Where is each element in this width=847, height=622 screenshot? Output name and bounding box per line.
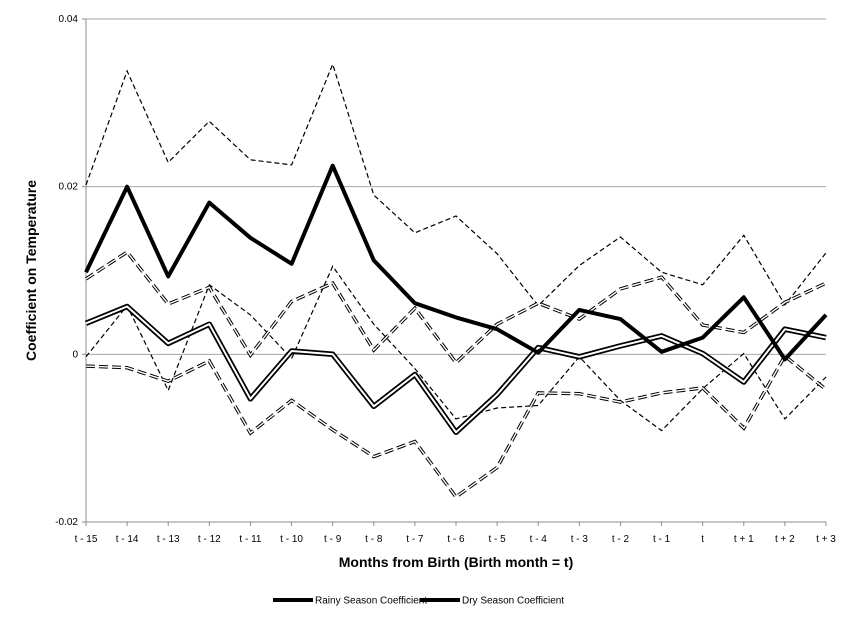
series-line-inner [86, 252, 826, 363]
series-1 [86, 64, 826, 306]
tick-labels: -0.02 0 0.02 0.04 t - 15 t - 14 t - 13 t - 12 t … [55, 14, 836, 545]
series-line [86, 64, 826, 305]
x-tick-label: t - 9 [324, 534, 342, 545]
x-tick-label: t - 10 [280, 534, 303, 545]
gridlines [86, 19, 826, 354]
x-tick-label: t - 5 [488, 534, 506, 545]
axes [82, 19, 826, 526]
y-tick-label: 0.04 [59, 14, 79, 25]
series-4 [86, 252, 826, 363]
y-tick-label: 0.02 [59, 182, 79, 193]
x-tick-label: t - 12 [198, 534, 221, 545]
x-axis-title: Months from Birth (Birth month = t) [339, 554, 573, 570]
legend: Rainy Season Coefficient Dry Season Coeff… [273, 596, 564, 607]
x-tick-label: t + 1 [734, 534, 754, 545]
x-tick-label: t [701, 534, 704, 545]
x-tick-label: t - 15 [75, 534, 98, 545]
y-tick-label: 0 [72, 349, 78, 360]
x-tick-label: t - 6 [447, 534, 465, 545]
legend-label: Rainy Season Coefficient [315, 596, 427, 607]
x-tick-label: t - 7 [406, 534, 424, 545]
x-tick-label: t - 2 [612, 534, 630, 545]
legend-label: Dry Season Coefficient [462, 596, 564, 607]
series-line-inner [86, 356, 826, 497]
legend-item: Dry Season Coefficient [420, 596, 564, 607]
y-tick-label: -0.02 [55, 517, 78, 528]
x-tick-label: t - 4 [530, 534, 548, 545]
x-tick-label: t + 3 [816, 534, 836, 545]
x-tick-label: t - 1 [653, 534, 671, 545]
series-line-outer [86, 252, 826, 363]
legend-item: Rainy Season Coefficient [273, 596, 427, 607]
series-5 [86, 356, 826, 497]
x-tick-label: t - 3 [571, 534, 589, 545]
x-tick-label: t - 11 [239, 534, 261, 545]
x-tick-label: t - 14 [116, 534, 139, 545]
x-tick-label: t - 13 [157, 534, 180, 545]
y-axis-title: Coefficient on Temperature [23, 180, 39, 361]
x-tick-label: t + 2 [775, 534, 795, 545]
x-tick-label: t - 8 [365, 534, 383, 545]
series-line-outer [86, 356, 826, 497]
series-lines [86, 64, 826, 497]
